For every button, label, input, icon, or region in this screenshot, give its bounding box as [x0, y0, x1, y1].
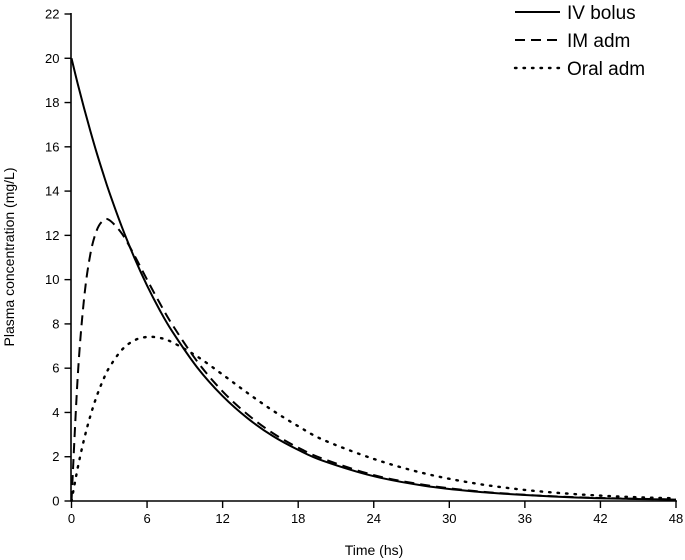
series-line-iv-bolus [70, 58, 677, 501]
x-tick-label: 42 [593, 511, 607, 526]
x-tick-label: 12 [215, 511, 229, 526]
legend: IV bolus IM adm Oral adm [513, 3, 645, 80]
legend-label-im-adm: IM adm [567, 31, 630, 52]
series-line-im-adm [70, 217, 677, 502]
x-ticks: 0 6 12 18 24 30 36 42 48 [68, 501, 683, 526]
x-axis-label: Time (hs) [345, 542, 404, 558]
x-tick-label: 36 [518, 511, 532, 526]
x-tick-label: 6 [143, 511, 150, 526]
series-lines [70, 58, 678, 503]
legend-label-iv-bolus: IV bolus [567, 3, 636, 24]
y-tick-label: 2 [52, 449, 59, 464]
y-tick-label: 14 [45, 184, 59, 199]
y-tick-label: 0 [52, 494, 59, 509]
x-tick-label: 0 [68, 511, 75, 526]
y-tick-label: 12 [45, 228, 59, 243]
y-tick-label: 4 [52, 405, 59, 420]
y-tick-label: 10 [45, 272, 59, 287]
y-tick-label: 22 [45, 7, 59, 22]
x-tick-label: 48 [669, 511, 683, 526]
x-tick-label: 18 [291, 511, 305, 526]
y-ticks: 0 2 4 6 8 10 12 14 16 18 20 22 [45, 7, 72, 509]
axes [70, 13, 677, 502]
x-tick-label: 24 [367, 511, 381, 526]
y-tick-label: 8 [52, 316, 59, 331]
y-tick-label: 20 [45, 51, 59, 66]
y-tick-label: 16 [45, 139, 59, 154]
legend-label-oral-adm: Oral adm [567, 59, 645, 80]
y-axis-label: Plasma concentration (mg/L) [1, 168, 17, 347]
y-tick-label: 18 [45, 95, 59, 110]
x-tick-label: 30 [442, 511, 456, 526]
series-line-oral-adm [70, 335, 678, 503]
y-tick-label: 6 [52, 361, 59, 376]
